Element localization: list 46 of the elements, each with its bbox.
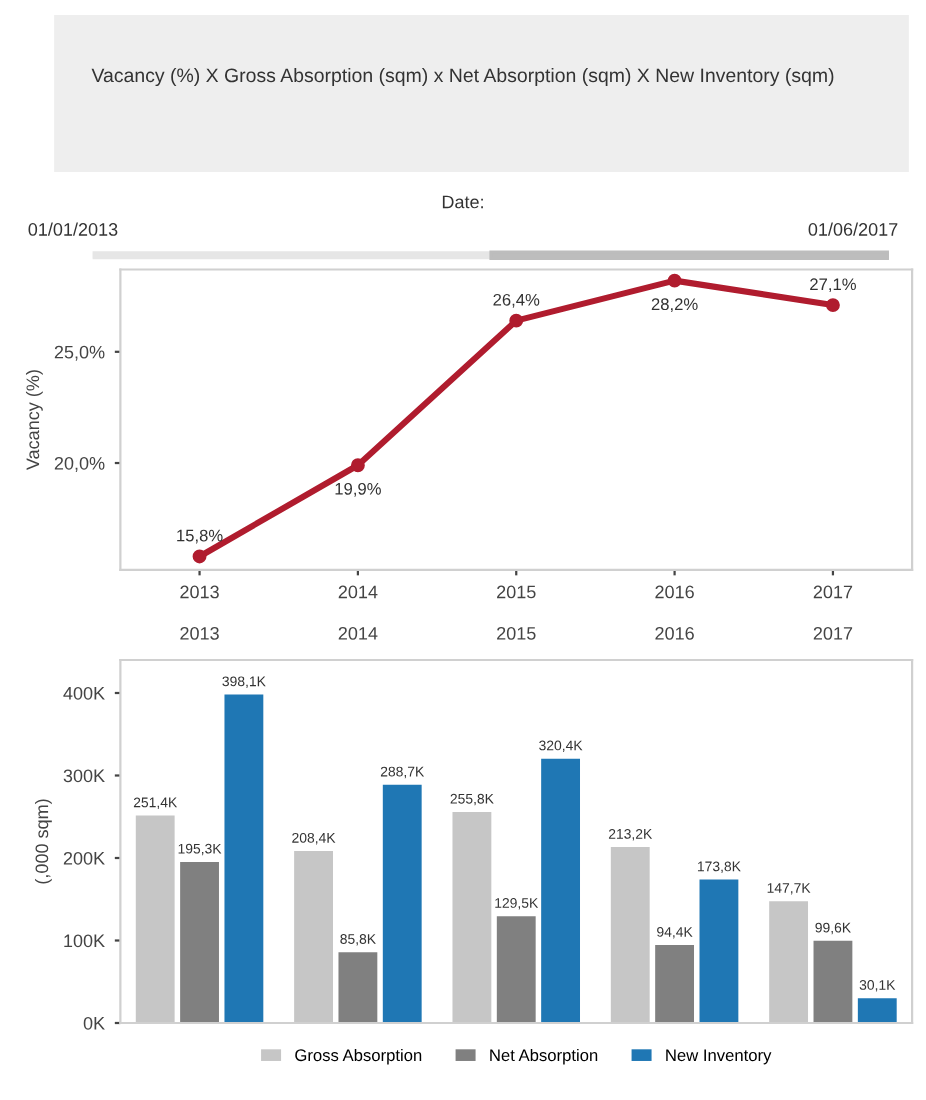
bar: [382, 784, 422, 1023]
text: Date:: [442, 195, 483, 209]
point: [192, 549, 207, 564]
x-tick-label: 2016: [655, 585, 694, 599]
bar: [541, 758, 581, 1023]
chart-title: Vacancy (%) X Gross Absorption (sqm) x Net Absorption (sqm) X New Inventory (sqm): [91, 67, 834, 87]
x-tick-label: 2017: [813, 585, 853, 599]
point: [509, 313, 524, 328]
x-tick-label: 2015: [497, 585, 536, 599]
bar: [338, 952, 378, 1023]
y-axis-title: (,000 sqm): [34, 799, 52, 884]
bar: [180, 861, 219, 1023]
bar: [224, 694, 264, 1023]
y-tick-label: 20,0%: [54, 456, 105, 472]
y-axis-title: Vacancy (%): [25, 370, 43, 471]
x-tick-label: 2013: [180, 626, 219, 640]
x-tick-label: 2016: [655, 626, 694, 640]
x-tick-label: 2014: [338, 585, 378, 599]
legend-label: Net Absorption: [490, 1048, 598, 1065]
x-tick-label: 2015: [497, 626, 536, 640]
text: 01/01/2013: [28, 222, 118, 236]
y-tick-label: 25,0%: [54, 345, 105, 361]
bar: [813, 940, 853, 1023]
data-label: 26,4%: [493, 293, 540, 308]
legend-label: New Inventory: [666, 1049, 772, 1065]
y-tick-label: 0K: [83, 1016, 105, 1030]
data-label: 28,2%: [651, 298, 698, 313]
data-label: 27,1%: [810, 278, 856, 293]
bar: [655, 945, 695, 1023]
data-label: 15,8%: [177, 529, 223, 544]
y-tick-label: 300K: [63, 769, 105, 783]
legend-label: Gross Absorption: [295, 1048, 422, 1065]
y-tick-label: 400K: [63, 686, 105, 700]
point: [350, 458, 365, 473]
x-tick-label: 2017: [813, 626, 853, 640]
bar: [496, 916, 536, 1023]
x-tick-label: 2014: [338, 626, 378, 640]
x-tick-label: 2013: [180, 585, 219, 599]
y-tick-label: 200K: [63, 851, 105, 865]
bar: [699, 879, 739, 1023]
data-label: 19,9%: [335, 482, 381, 497]
y-tick-label: 100K: [64, 934, 105, 948]
text: 01/06/2017: [808, 222, 898, 236]
bar: [857, 998, 897, 1023]
point: [667, 273, 682, 288]
point: [825, 298, 840, 313]
